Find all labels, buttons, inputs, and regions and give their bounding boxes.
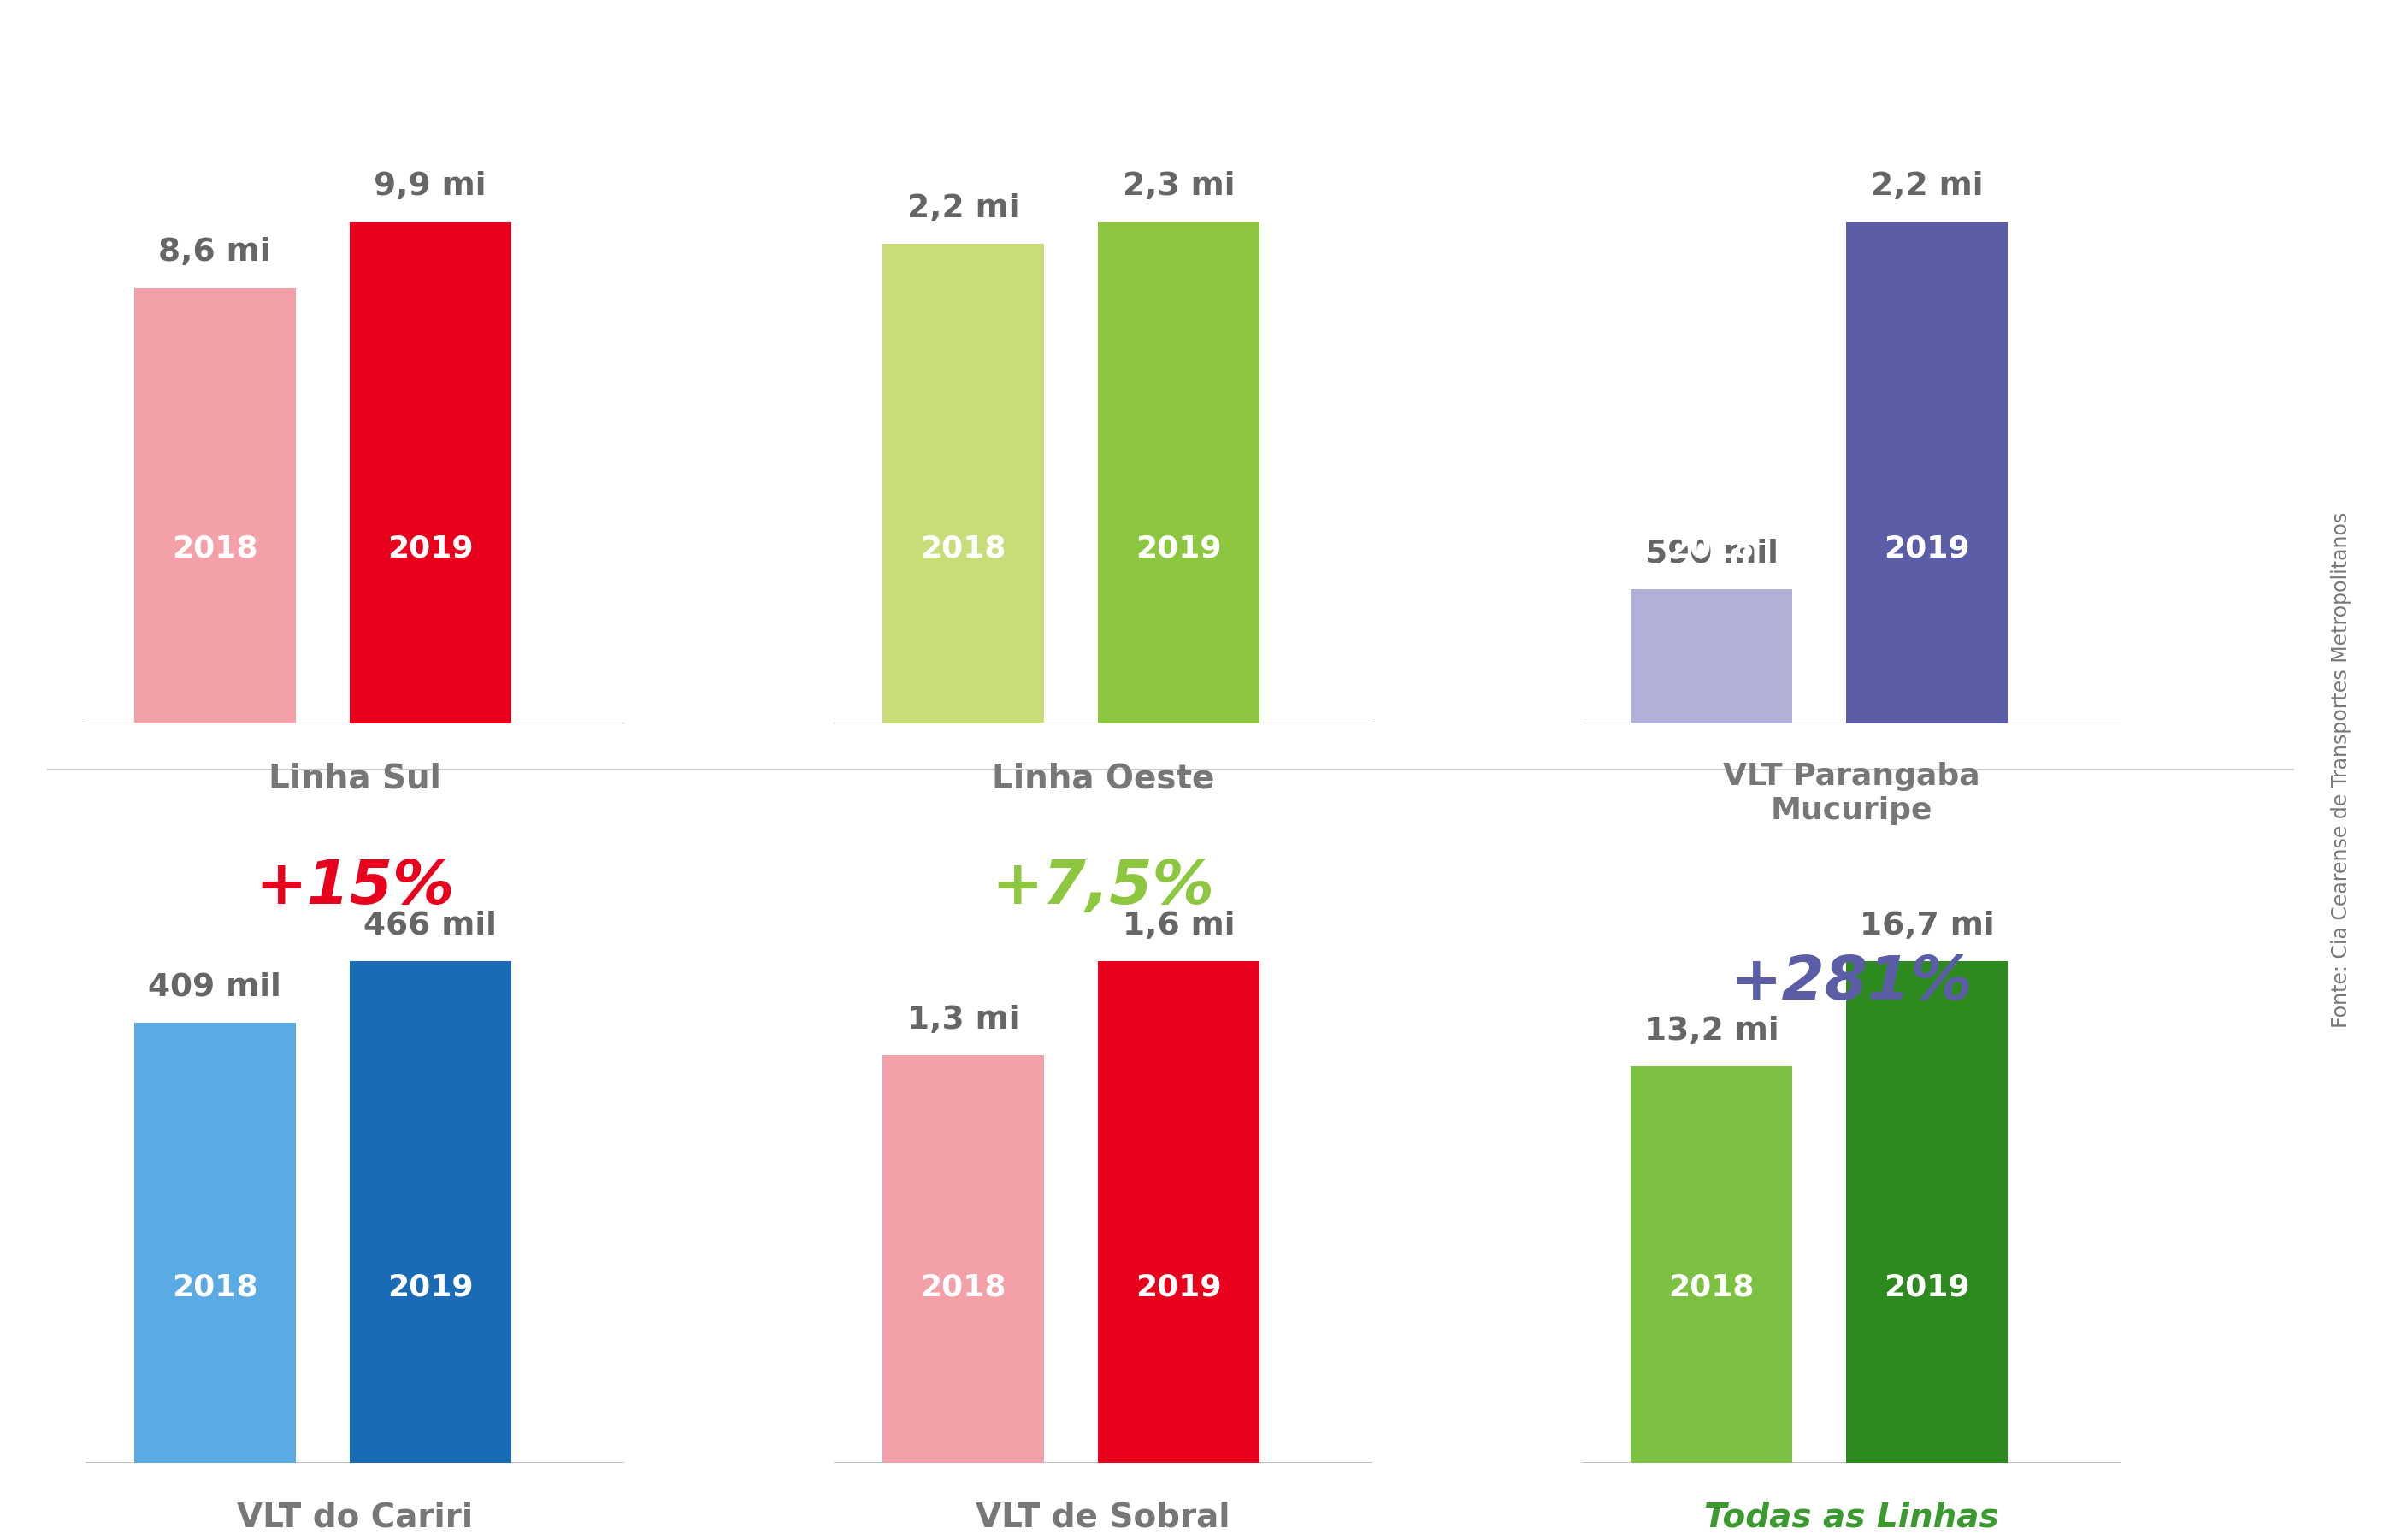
Bar [351, 961, 511, 1463]
Text: 16,7 mi: 16,7 mi [1858, 910, 1995, 941]
Text: 1,6 mi: 1,6 mi [1121, 910, 1234, 941]
Text: 2019: 2019 [1885, 1274, 1969, 1301]
Text: Todas as Linhas: Todas as Linhas [1705, 1502, 1998, 1534]
Text: 2,2 mi: 2,2 mi [1870, 171, 1983, 202]
Text: 2018: 2018 [920, 1274, 1006, 1301]
Text: 8,6 mi: 8,6 mi [158, 237, 271, 268]
Text: 2019: 2019 [1885, 534, 1969, 562]
Text: 9,9 mi: 9,9 mi [375, 171, 487, 202]
Text: 466 mil: 466 mil [363, 910, 497, 941]
Text: 1,3 mi: 1,3 mi [908, 1004, 1020, 1035]
Text: 13,2 mi: 13,2 mi [1645, 1015, 1779, 1046]
Text: 2,3 mi: 2,3 mi [1121, 171, 1234, 202]
Text: 2019: 2019 [1136, 1274, 1222, 1301]
Text: 2018: 2018 [1669, 534, 1755, 562]
Bar [881, 243, 1044, 724]
Text: 2,2 mi: 2,2 mi [908, 192, 1020, 223]
Bar [1630, 1067, 1791, 1463]
Text: 2018: 2018 [173, 1274, 257, 1301]
Bar [881, 1055, 1044, 1463]
Text: 2018: 2018 [920, 534, 1006, 562]
Text: VLT do Cariri: VLT do Cariri [238, 1502, 473, 1534]
Text: 2019: 2019 [1136, 534, 1222, 562]
Text: 409 mil: 409 mil [149, 972, 281, 1003]
Text: 2018: 2018 [1669, 1274, 1755, 1301]
Text: 590 mil: 590 mil [1645, 539, 1779, 570]
Text: +281%: +281% [1731, 953, 1974, 1012]
Text: 2019: 2019 [387, 1274, 473, 1301]
Bar [1630, 590, 1791, 724]
Text: +15%: +15% [255, 858, 454, 916]
Text: VLT Parangaba
Mucuripe: VLT Parangaba Mucuripe [1724, 762, 1981, 825]
Text: +7,5%: +7,5% [992, 858, 1215, 916]
Text: Linha Oeste: Linha Oeste [992, 762, 1215, 795]
Text: Linha Sul: Linha Sul [269, 762, 442, 795]
Bar [1846, 222, 2007, 724]
Bar [351, 222, 511, 724]
Text: 2018: 2018 [173, 534, 257, 562]
Bar [134, 288, 295, 724]
Text: Fonte: Cia Cearense de Transportes Metropolitanos: Fonte: Cia Cearense de Transportes Metro… [2331, 513, 2351, 1027]
Bar [1097, 961, 1261, 1463]
Text: 2019: 2019 [387, 534, 473, 562]
Bar [1846, 961, 2007, 1463]
Bar [134, 1023, 295, 1463]
Bar [1097, 222, 1261, 724]
Text: VLT de Sobral: VLT de Sobral [975, 1502, 1229, 1534]
